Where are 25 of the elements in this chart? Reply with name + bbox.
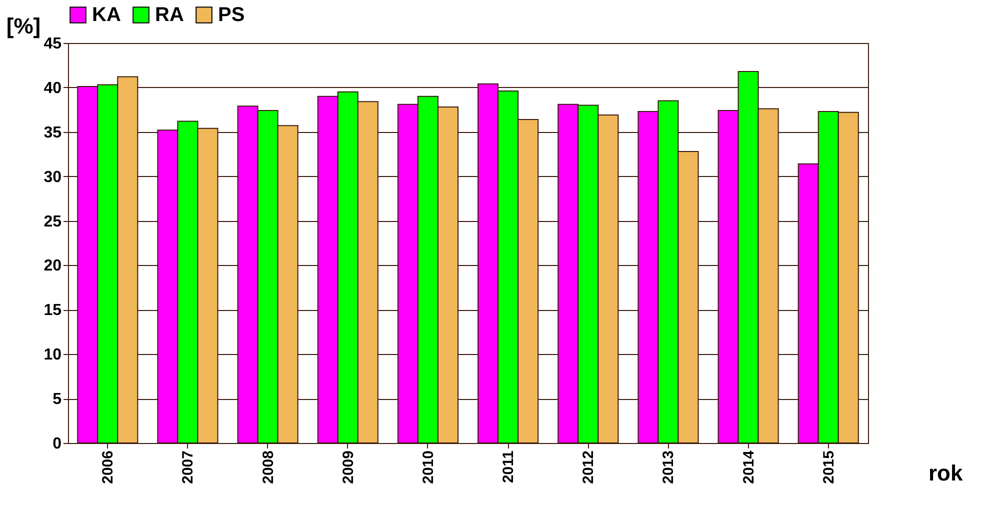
- x-tick-label: 2006: [100, 450, 117, 484]
- legend-label: PS: [218, 4, 245, 26]
- y-tick-label: 35: [44, 124, 62, 142]
- y-tick-label: 25: [44, 213, 62, 230]
- x-axis-title: rok: [928, 460, 964, 486]
- y-tick-label: 0: [52, 436, 62, 452]
- x-tick-label: 2014: [740, 450, 758, 484]
- y-tick-label: 20: [44, 258, 62, 275]
- y-tick-label: 40: [44, 80, 62, 97]
- legend-label: RA: [155, 4, 184, 26]
- y-tick-label: 45: [44, 36, 62, 52]
- x-tick-label: 2012: [580, 450, 598, 484]
- y-axis-title: [%]: [6, 14, 41, 38]
- x-tick-label: 2011: [500, 450, 518, 484]
- y-tick-label: 5: [52, 391, 62, 408]
- y-tick-label: 30: [44, 168, 62, 186]
- x-tick-label: 2013: [660, 450, 678, 484]
- x-tick-label: 2008: [260, 450, 277, 484]
- x-tick-label: 2010: [420, 450, 437, 484]
- legend-label: KA: [92, 4, 121, 26]
- x-tick-label: 2015: [820, 450, 838, 484]
- x-tick-label: 2007: [180, 450, 197, 484]
- y-tick-label: 10: [44, 346, 62, 364]
- x-tick-label: 2009: [340, 450, 357, 484]
- y-tick-label: 15: [44, 302, 62, 320]
